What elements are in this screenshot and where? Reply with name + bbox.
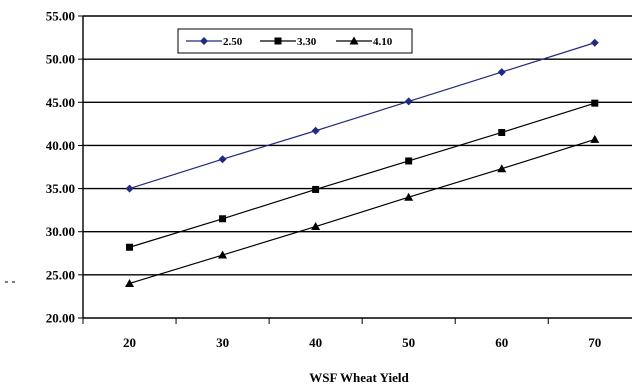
data-point	[590, 38, 599, 47]
x-tick-label: 60	[495, 335, 508, 350]
legend-label: 4.10	[373, 36, 393, 48]
series-line	[129, 138, 595, 285]
series-line	[129, 42, 595, 190]
x-tick-label: 50	[402, 335, 415, 350]
series-2.50	[125, 38, 599, 193]
series-4.10	[125, 134, 600, 287]
axes	[82, 16, 632, 319]
y-tick-label: 50.00	[46, 52, 75, 67]
data-point	[125, 278, 135, 287]
data-point	[312, 185, 320, 193]
y-tick-label: 20.00	[46, 311, 75, 326]
x-axis-title: WSF Wheat Yield	[309, 370, 409, 385]
data-point	[311, 126, 320, 135]
series-group	[125, 38, 600, 287]
x-tick-label: 20	[123, 335, 136, 350]
x-tick-label: 30	[216, 335, 229, 350]
y-tick-label: 35.00	[46, 181, 75, 196]
gridlines	[83, 15, 632, 276]
legend-label: 2.50	[223, 36, 243, 48]
y-axis-ticks: 20.00 25.00 30.00 35.00 40.00 45.00 50.00 55.00	[46, 9, 83, 326]
stray-mark: - -	[5, 274, 16, 288]
data-point	[218, 250, 228, 259]
data-point	[498, 128, 506, 136]
data-point	[218, 155, 227, 164]
legend-marker	[200, 37, 208, 45]
data-point	[497, 164, 507, 173]
data-point	[590, 134, 600, 143]
legend: 2.50 3.30 4.10	[177, 28, 413, 54]
data-point	[591, 99, 599, 107]
data-point	[125, 184, 134, 193]
data-point	[405, 157, 413, 165]
y-tick-label: 45.00	[46, 95, 75, 110]
series-line	[129, 102, 595, 248]
y-tick-label: 25.00	[46, 267, 75, 282]
x-tick-label: 40	[309, 335, 322, 350]
data-point	[126, 243, 134, 251]
legend-marker	[274, 37, 282, 45]
data-point	[404, 192, 414, 201]
data-point	[404, 97, 413, 106]
legend-label: 3.30	[297, 36, 317, 48]
legend-marker	[349, 36, 359, 45]
y-tick-label: 40.00	[46, 138, 75, 153]
series-3.30	[126, 99, 599, 251]
data-point	[219, 215, 227, 223]
x-tick-label: 70	[588, 335, 601, 350]
y-tick-label: 30.00	[46, 224, 75, 239]
y-tick-label: 55.00	[46, 9, 75, 24]
data-point	[497, 68, 506, 77]
data-point	[311, 222, 321, 231]
x-axis-ticks: 20 30 40 50 60 70	[82, 318, 601, 350]
